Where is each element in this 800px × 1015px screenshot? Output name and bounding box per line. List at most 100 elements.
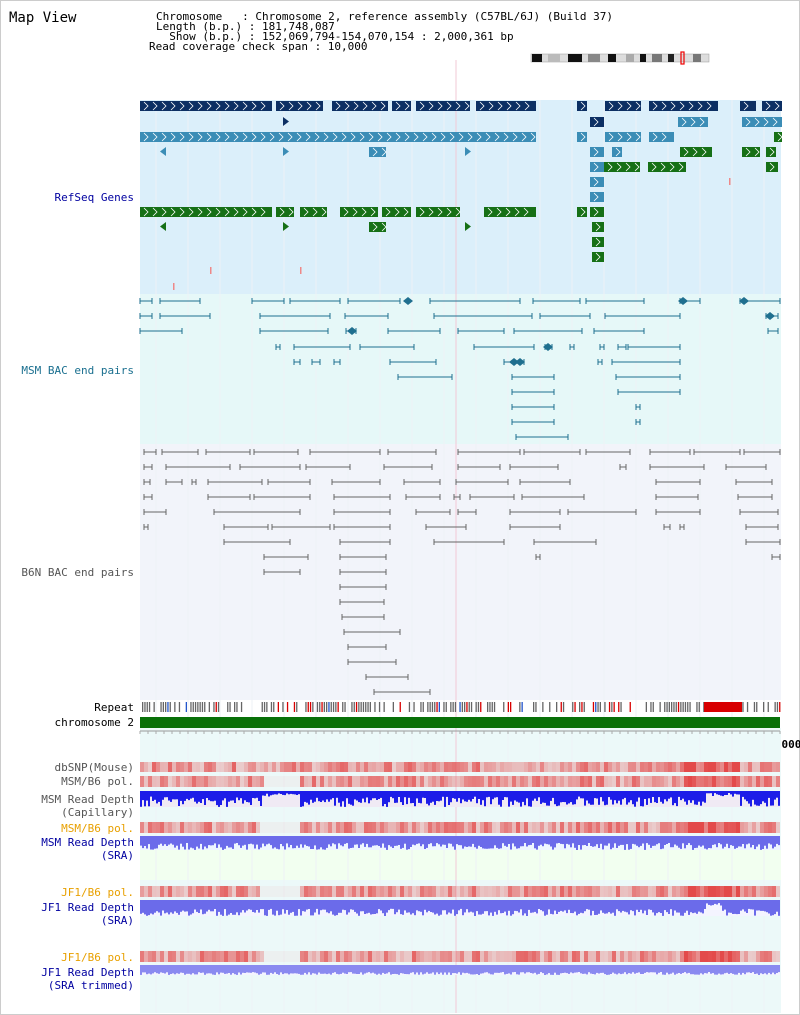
gene-feature	[283, 222, 289, 231]
bac-end-pair	[339, 599, 385, 605]
bac-end-pair	[139, 298, 153, 304]
bac-end-pair	[679, 524, 685, 530]
bac-end-pair	[347, 298, 401, 304]
chromosome-ideogram[interactable]	[528, 51, 714, 65]
bac-end-pair	[309, 449, 381, 455]
gene-feature	[416, 101, 470, 111]
gene-feature	[465, 222, 471, 231]
polymorphism-heat-tracks	[140, 762, 780, 962]
lower-tracks-bg	[140, 728, 781, 1013]
bac-end-pair	[511, 374, 555, 380]
bac-end-pair	[532, 298, 581, 304]
bac-end-pair	[333, 359, 341, 365]
bac-end-pair	[333, 509, 391, 515]
bac-end-pair	[143, 464, 153, 470]
gene-feature	[590, 162, 604, 172]
track-label-msm-bac[interactable]: MSM BAC end pairs	[21, 364, 134, 377]
gene-feature	[604, 162, 640, 172]
bac-end-pair	[597, 359, 603, 365]
gene-feature	[774, 132, 783, 142]
heat-row	[140, 776, 780, 787]
bac-end-pair	[737, 494, 773, 500]
gene-feature	[484, 207, 536, 217]
bac-end-pair	[345, 328, 357, 334]
axis-tick-label: 153600000	[628, 738, 688, 751]
bac-end-pair	[165, 479, 183, 485]
bac-end-pair	[511, 419, 555, 425]
gene-feature	[605, 132, 641, 142]
bac-end-pair	[344, 313, 389, 319]
bac-end-pair	[259, 313, 331, 319]
label-dbsnp: dbSNP(Mouse)	[54, 761, 134, 774]
bac-end-pair	[693, 449, 741, 455]
heat-row	[140, 951, 780, 962]
bac-end-marker	[347, 327, 357, 335]
label-msm-depth-capillary: MSM Read Depth	[41, 793, 134, 806]
b6n-bac-end-pairs	[143, 449, 781, 695]
gene-feature	[283, 147, 289, 156]
gene-feature	[369, 222, 387, 232]
gene-feature	[766, 147, 776, 157]
bac-end-pair	[259, 328, 329, 334]
track-label-refseq[interactable]: RefSeq Genes	[54, 191, 134, 204]
refseq-track-bg	[140, 100, 781, 294]
bac-end-pair	[251, 298, 285, 304]
bac-end-pair	[619, 464, 627, 470]
bac-end-pair	[347, 659, 397, 665]
bac-end-pair	[383, 464, 433, 470]
bac-end-pair	[655, 509, 701, 515]
bac-end-pair	[267, 479, 311, 485]
heat-row	[140, 762, 780, 772]
bac-end-pair	[604, 313, 681, 319]
bac-end-pair	[679, 298, 701, 304]
bac-end-pair	[635, 419, 641, 425]
gene-feature	[160, 222, 166, 231]
bac-end-pair	[293, 359, 301, 365]
bac-end-pair	[143, 449, 157, 455]
gene-feature	[276, 101, 323, 111]
bac-end-pair	[513, 328, 583, 334]
current-region-marker	[680, 51, 685, 65]
bac-end-pair	[611, 359, 681, 365]
bac-end-pair	[365, 674, 409, 680]
gene-feature	[577, 101, 587, 111]
label-jf1-b6-pol-1: JF1/B6 pol.	[61, 886, 134, 899]
gene-feature	[140, 132, 536, 142]
track-label-b6n-bac[interactable]: B6N BAC end pairs	[21, 566, 134, 579]
bac-end-pair	[223, 539, 291, 545]
bac-end-pair	[433, 539, 505, 545]
bac-end-pair	[535, 554, 541, 560]
gene-feature	[680, 147, 712, 157]
bac-end-pair	[239, 464, 301, 470]
gene-feature	[590, 177, 604, 187]
label-jf1-b6-pol-2: JF1/B6 pol.	[61, 951, 134, 964]
bac-end-pair	[655, 494, 699, 500]
bac-end-pair	[425, 524, 467, 530]
bac-end-pair	[333, 494, 391, 500]
coordinate-axis	[139, 730, 781, 734]
bac-end-pair	[771, 554, 781, 560]
depth-row	[140, 965, 780, 975]
gene-feature	[648, 162, 686, 172]
bac-end-pair	[159, 313, 211, 319]
gene-feature	[605, 101, 641, 111]
gene-feature	[340, 207, 378, 217]
bac-end-pair	[649, 449, 691, 455]
bac-end-pair	[359, 344, 415, 350]
bac-end-pair	[207, 479, 263, 485]
bac-end-pair	[339, 584, 387, 590]
gene-feature	[140, 207, 272, 217]
gene-feature	[392, 101, 411, 111]
bac-end-pair	[159, 298, 201, 304]
bac-end-pair	[263, 569, 301, 575]
axis-tick-label: 153200000	[501, 738, 561, 751]
track-label-repeat: Repeat	[94, 701, 134, 714]
bac-end-pair	[745, 539, 781, 545]
bac-end-pair	[457, 509, 477, 515]
bac-end-pair	[473, 344, 535, 350]
bac-end-pair	[389, 359, 437, 365]
bac-end-pair	[585, 298, 645, 304]
bac-end-pair	[544, 344, 553, 350]
bac-end-pair	[433, 313, 533, 319]
